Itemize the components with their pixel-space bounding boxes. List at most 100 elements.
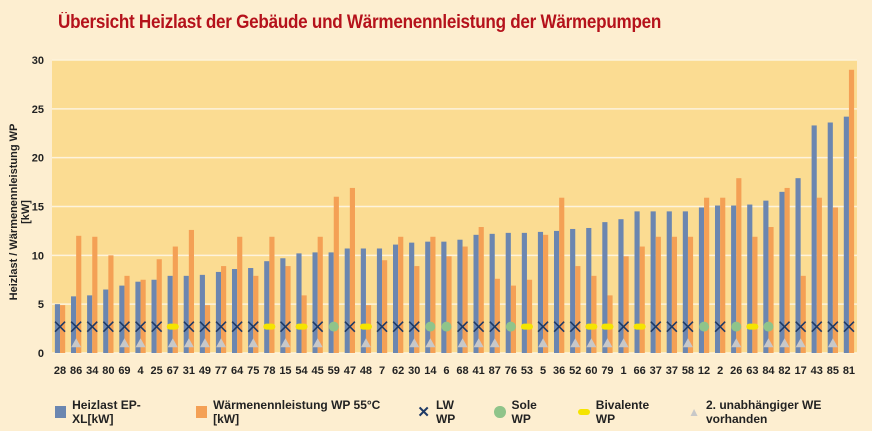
marker-sole [441,321,452,332]
bar-wp [543,234,549,353]
marker-lw [151,321,163,333]
y-tick-label: 20 [32,153,44,165]
marker-sole [699,321,710,332]
x-tick-label: 54 [295,365,308,377]
bar-wp [140,279,146,353]
marker-lw [392,321,404,333]
bar-heizlast [714,205,721,353]
marker-bivalent [601,323,614,330]
x-tick-label: 69 [118,365,130,377]
bar-wp [687,236,694,353]
legend-wp: Wärmenennleistung WP 55°C [kW] [195,398,395,426]
x-tick-label: 6 [443,365,449,377]
legend-swatch [55,406,67,418]
bar-wp [108,255,114,353]
bar-wp [269,236,275,353]
bar-heizlast [280,258,286,353]
bar-wp [832,207,839,353]
bar-heizlast [392,244,399,353]
marker-sole [763,321,774,332]
marker-second-we [602,338,613,348]
bar-wp [253,275,259,353]
bar-wp [752,236,758,353]
marker-lw [617,321,630,333]
x-tick-label: 25 [151,365,163,377]
marker-lw [473,321,485,333]
x-tick-label: 7 [379,365,385,377]
marker-second-we [570,338,581,348]
bar-wp [736,178,742,353]
chart-title: Übersicht Heizlast der Gebäude und Wärme… [58,12,662,33]
bar-heizlast [843,116,849,353]
bar-heizlast [231,269,238,353]
x-tick-label: 53 [521,365,533,377]
legend-label: LW WP [435,398,456,426]
bar-wp [720,197,726,353]
x-tick-label: 17 [795,365,807,377]
x-tick-label: 87 [489,365,501,377]
x-tick-label: 2 [717,365,723,377]
bar-heizlast [811,125,817,353]
x-tick-label: 36 [553,365,565,377]
bar-wp [398,236,404,353]
marker-lw [778,321,791,333]
bar-heizlast [264,261,270,353]
marker-sole [505,321,516,332]
bar-heizlast [795,178,801,353]
x-tick-label: 37 [650,365,662,377]
legend: Heizlast EP-XL[kW] Wärmenennleistung WP … [55,398,872,426]
circle-marker-icon [494,406,506,418]
marker-second-we [795,338,806,348]
y-tick-label: 10 [32,250,44,262]
marker-second-we [312,338,323,348]
x-tick-label: 60 [585,365,597,377]
x-tick-label: 31 [183,365,195,377]
marker-bivalent [746,323,759,330]
x-tick-label: 52 [569,365,581,377]
marker-second-we [489,338,500,348]
marker-lw [795,321,807,333]
bar-heizlast [537,231,544,353]
marker-second-we [682,338,693,348]
marker-lw [312,321,324,333]
bar-wp [559,197,565,353]
marker-bivalent [520,323,533,330]
bar-heizlast [103,289,109,353]
marker-lw [134,321,147,333]
bar-heizlast [586,227,592,353]
bar-heizlast [666,211,672,353]
marker-lw [376,321,388,333]
bar-wp [800,275,806,353]
legend-label: Wärmenennleistung WP 55°C [kW] [213,398,381,426]
bar-heizlast [521,232,527,353]
bar-wp [92,236,98,353]
bar-wp [478,227,484,353]
bar-heizlast [457,239,463,353]
x-tick-label: 63 [746,365,758,377]
bar-heizlast [747,204,753,353]
bar-heizlast [296,253,302,353]
bar-heizlast [199,274,205,353]
bar-wp [124,275,130,353]
marker-second-we [199,338,210,348]
marker-lw [650,321,662,333]
marker-lw [811,321,823,333]
marker-second-we [119,338,130,348]
marker-lw [70,321,82,333]
bar-wp [221,266,227,353]
legend-bivalent: Bivalente WP [577,398,666,426]
marker-second-we [216,338,227,348]
marker-lw [537,321,549,333]
marker-second-we [779,338,790,348]
legend-label: Heizlast EP-XL[kW] [72,398,141,426]
y-tick-label: 30 [32,55,44,67]
bar-heizlast [634,211,640,353]
bar-wp [704,197,710,353]
bar-wp [462,246,468,353]
x-tick-label: 81 [843,365,855,377]
bar-heizlast [618,219,624,353]
bar-wp [414,266,420,353]
bar-heizlast [248,268,254,353]
x-tick-label: 41 [473,365,485,377]
x-tick-label: 78 [263,365,275,377]
